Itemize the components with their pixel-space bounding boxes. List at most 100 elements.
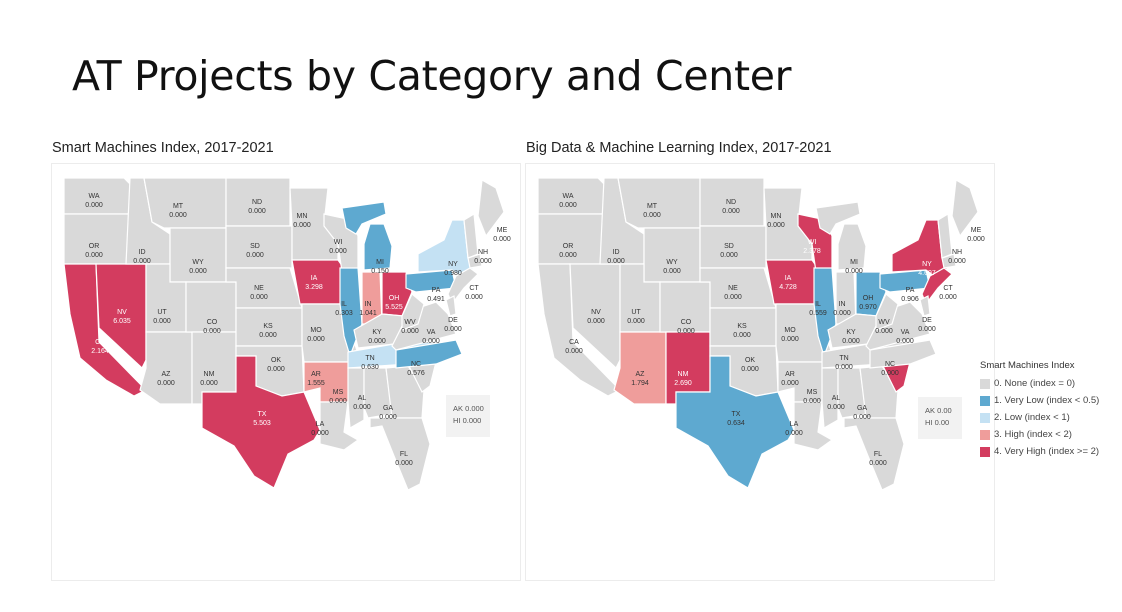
state-label-wa: WA 0.000: [559, 193, 577, 209]
state-label-mo: MO 0.000: [307, 327, 325, 343]
state-nh[interactable]: [937, 212, 953, 259]
state-az[interactable]: [613, 331, 667, 405]
state-label-tx: TX 0.634: [727, 411, 745, 427]
legend-item-very-low[interactable]: 1. Very Low (index < 0.5): [980, 392, 1120, 409]
state-label-ne: NE 0.000: [724, 285, 742, 301]
state-label-me: ME 0.000: [493, 227, 511, 243]
state-nc[interactable]: [395, 339, 463, 369]
state-label-or: OR 0.000: [559, 243, 577, 259]
state-label-ny: NY 4.697: [918, 261, 936, 277]
state-de[interactable]: [445, 295, 457, 317]
state-label-fl: FL 0.000: [869, 451, 887, 467]
map-title-big-data: Big Data & Machine Learning Index, 2017-…: [526, 140, 832, 156]
state-mt[interactable]: [617, 177, 701, 229]
state-wv[interactable]: [401, 293, 425, 331]
state-ne[interactable]: [225, 267, 303, 309]
state-label-va: VA 0.000: [422, 329, 440, 345]
state-label-ct: CT 0.000: [465, 285, 483, 301]
state-mn[interactable]: [763, 187, 813, 261]
state-label-oh: OH 5.525: [385, 295, 403, 311]
ak-hi-box: AK 0.00 HI 0.00: [918, 397, 962, 439]
legend-swatch: [980, 446, 990, 457]
state-label-sd: SD 0.000: [720, 243, 738, 259]
state-label-id: ID 0.000: [133, 249, 151, 265]
state-label-la: LA 0.000: [311, 421, 329, 437]
state-mi[interactable]: [815, 201, 867, 271]
state-ms[interactable]: [347, 367, 365, 429]
state-de[interactable]: [919, 295, 931, 317]
state-label-nv: NV 0.000: [587, 309, 605, 325]
hi-value: HI 0.000: [453, 416, 482, 425]
state-ct[interactable]: [941, 253, 957, 269]
state-label-ks: KS 0.000: [733, 323, 751, 339]
state-ms[interactable]: [821, 367, 839, 429]
state-label-la: LA 0.000: [785, 421, 803, 437]
state-ct[interactable]: [467, 253, 483, 269]
ak-value: AK 0.00: [925, 406, 952, 415]
state-label-mn: MN 0.000: [293, 213, 311, 229]
state-label-ia: IA 3.298: [305, 275, 323, 291]
state-label-al: AL 0.000: [353, 395, 371, 411]
legend-item-low[interactable]: 2. Low (index < 1): [980, 409, 1120, 426]
state-label-pa: PA 0.906: [901, 287, 919, 303]
state-me[interactable]: [951, 179, 979, 238]
state-label-mt: MT 0.000: [169, 203, 187, 219]
state-fl[interactable]: [369, 417, 431, 491]
state-label-nv: NV 6.035: [113, 309, 131, 325]
legend-label: 4. Very High (index >= 2): [994, 446, 1100, 457]
legend-item-none[interactable]: 0. None (index = 0): [980, 375, 1120, 392]
state-la[interactable]: [793, 401, 834, 451]
state-label-ok: OK 0.000: [267, 357, 285, 373]
state-ne[interactable]: [699, 267, 777, 309]
legend-item-very-high[interactable]: 4. Very High (index >= 2): [980, 443, 1120, 460]
state-al[interactable]: [363, 367, 393, 419]
ak-hi-box: AK 0.000 HI 0.000: [446, 395, 490, 437]
state-me[interactable]: [477, 179, 505, 238]
state-label-mi: MI 0.150: [371, 259, 389, 275]
state-label-tn: TN 0.000: [835, 355, 853, 371]
state-label-wv: WV 0.000: [401, 319, 419, 335]
state-tx[interactable]: [201, 355, 321, 489]
legend-swatch: [980, 395, 990, 406]
state-label-wa: WA 0.000: [85, 193, 103, 209]
state-fl[interactable]: [843, 417, 905, 491]
state-la[interactable]: [319, 401, 360, 451]
state-wv[interactable]: [875, 293, 899, 331]
state-label-ct: CT 0.000: [939, 285, 957, 301]
state-label-nd: ND 0.000: [722, 199, 740, 215]
state-label-oh: OH 0.970: [859, 295, 877, 311]
legend-item-high[interactable]: 3. High (index < 2): [980, 426, 1120, 443]
state-label-il: IL 0.303: [335, 301, 353, 317]
state-label-tx: TX 5.503: [253, 411, 271, 427]
state-label-mo: MO 0.000: [781, 327, 799, 343]
state-label-mn: MN 0.000: [767, 213, 785, 229]
state-mt[interactable]: [143, 177, 227, 229]
state-tx[interactable]: [675, 355, 795, 489]
state-az[interactable]: [139, 331, 193, 405]
state-label-nc: NC 0.000: [881, 361, 899, 377]
state-mn[interactable]: [289, 187, 339, 261]
state-mi[interactable]: [341, 201, 393, 271]
state-nc[interactable]: [869, 339, 937, 369]
state-label-co: CO 0.000: [677, 319, 695, 335]
state-label-wv: WV 0.000: [875, 319, 893, 335]
state-sd[interactable]: [699, 225, 767, 269]
state-label-ky: KY 0.000: [368, 329, 386, 345]
state-label-nc: NC 0.576: [407, 361, 425, 377]
map-big-data: WA 0.000 OR 0.000 CA 0.000 NV 0.000 ID 0.000 MT 0.0…: [525, 163, 995, 581]
state-label-ia: IA 4.728: [779, 275, 797, 291]
legend-label: 1. Very Low (index < 0.5): [994, 395, 1100, 406]
state-label-ca: CA 2.164: [91, 339, 109, 355]
state-sd[interactable]: [225, 225, 293, 269]
state-label-ga: GA 0.000: [379, 405, 397, 421]
state-al[interactable]: [837, 367, 867, 419]
legend-title: Smart Machines Index: [980, 360, 1075, 371]
legend-label: 0. None (index = 0): [994, 378, 1076, 389]
legend: Smart Machines Index 0. None (index = 0)…: [980, 360, 1120, 460]
state-nh[interactable]: [463, 212, 479, 259]
state-label-nm: NM 0.000: [200, 371, 218, 387]
state-label-wi: WI 2.378: [803, 239, 821, 255]
state-label-nm: NM 2.690: [674, 371, 692, 387]
legend-label: 2. Low (index < 1): [994, 412, 1070, 423]
